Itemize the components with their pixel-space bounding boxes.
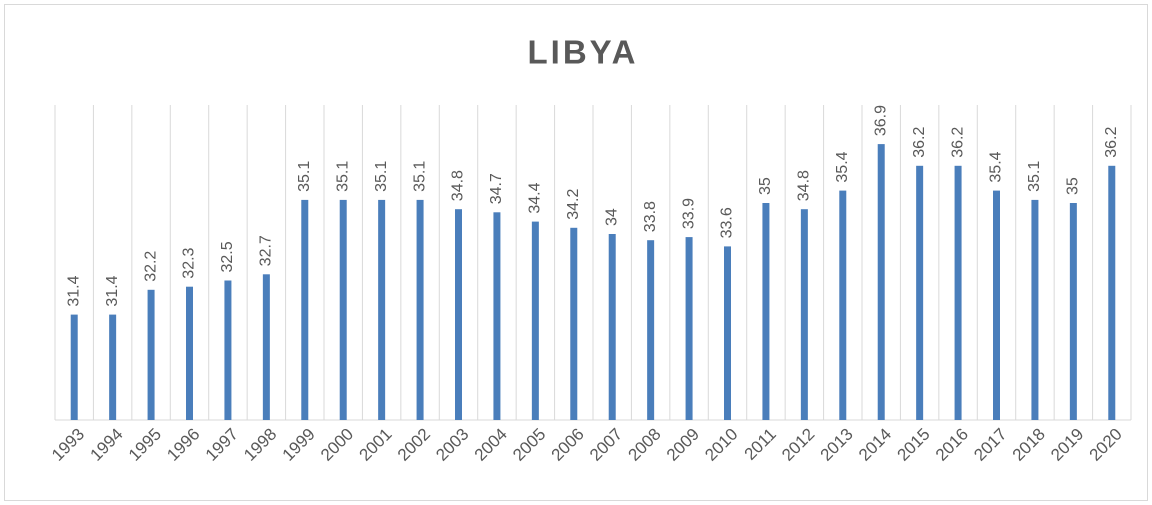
data-label: 36.2 [911, 127, 928, 158]
data-label: 34 [603, 208, 620, 226]
data-label: 31.4 [65, 275, 82, 306]
data-label: 35.1 [1026, 161, 1043, 192]
data-label: 35.1 [296, 161, 313, 192]
data-label: 33.9 [680, 198, 697, 229]
bar [147, 289, 155, 420]
bar [877, 144, 885, 420]
bar [800, 209, 808, 420]
data-label: 34.8 [450, 170, 467, 201]
bar [301, 199, 309, 420]
data-label: 36.2 [1103, 127, 1120, 158]
data-label: 34.2 [565, 189, 582, 220]
bar [262, 274, 270, 420]
bar [493, 212, 501, 420]
bar [954, 165, 962, 420]
data-label: 32.7 [258, 235, 275, 266]
bar [186, 286, 193, 420]
data-label: 33.8 [642, 201, 659, 232]
bar [1031, 199, 1039, 420]
data-label: 34.7 [488, 173, 505, 204]
data-label: 35.1 [411, 161, 428, 192]
data-label: 35 [1065, 177, 1082, 195]
data-label: 35.4 [834, 151, 851, 182]
bar [378, 199, 386, 420]
bar [531, 221, 539, 420]
data-label: 32.2 [142, 251, 159, 282]
bar [416, 199, 424, 420]
bar [916, 165, 924, 420]
data-label: 34.4 [527, 182, 544, 213]
data-label: 31.4 [104, 275, 121, 306]
bar [1069, 203, 1077, 420]
bar [455, 209, 462, 420]
bar [993, 190, 1000, 420]
bar [608, 234, 616, 420]
data-label: 36.9 [872, 105, 889, 136]
data-label: 35 [757, 177, 774, 195]
bar [762, 203, 770, 420]
bar [339, 199, 347, 420]
bar [570, 227, 578, 420]
data-label: 34.8 [796, 170, 813, 201]
bar [70, 314, 78, 420]
data-label: 33.6 [719, 207, 736, 238]
chart-title: LIBYA [528, 34, 639, 71]
bar [839, 190, 847, 420]
bar [1108, 165, 1116, 420]
bar [685, 237, 693, 420]
bar [724, 246, 731, 420]
bar [224, 280, 232, 420]
data-label: 32.3 [181, 247, 198, 278]
bar [647, 240, 655, 420]
data-label: 35.4 [988, 151, 1005, 182]
bar [109, 314, 117, 420]
data-label: 35.1 [334, 161, 351, 192]
data-label: 32.5 [219, 241, 236, 272]
data-label: 35.1 [373, 161, 390, 192]
data-label: 36.2 [949, 127, 966, 158]
